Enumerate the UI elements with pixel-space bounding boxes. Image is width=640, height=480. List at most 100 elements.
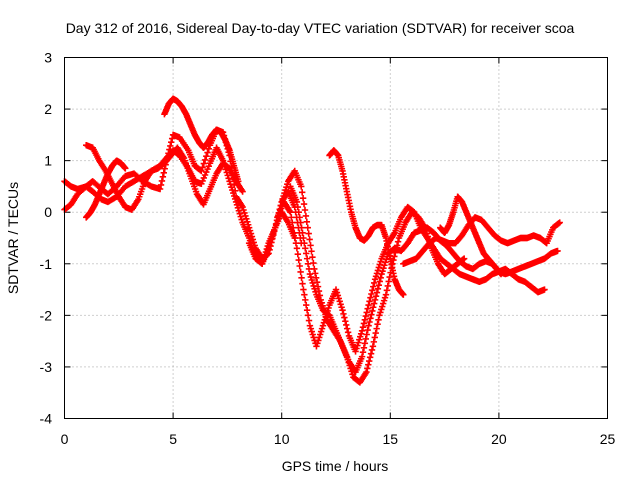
data-point bbox=[369, 287, 376, 294]
data-point bbox=[343, 325, 351, 332]
data-point bbox=[309, 279, 316, 287]
data-point bbox=[359, 323, 367, 331]
data-point bbox=[304, 224, 311, 231]
data-point bbox=[260, 254, 268, 262]
data-point bbox=[368, 311, 375, 318]
data-point bbox=[259, 257, 267, 265]
data-point bbox=[295, 256, 302, 264]
data-point bbox=[365, 322, 372, 329]
data-point bbox=[379, 267, 386, 275]
data-point bbox=[357, 330, 365, 337]
data-point bbox=[343, 321, 350, 329]
data-point bbox=[156, 185, 164, 193]
data-point bbox=[332, 286, 340, 293]
data-point bbox=[313, 343, 320, 350]
data-point bbox=[264, 242, 271, 250]
y-axis-label: SDTVAR / TECUs bbox=[5, 182, 21, 294]
data-point bbox=[360, 344, 368, 351]
data-point bbox=[377, 309, 384, 316]
data-point bbox=[308, 248, 315, 255]
x-tick-label: 20 bbox=[491, 431, 507, 447]
data-point bbox=[358, 327, 366, 335]
data-point bbox=[336, 298, 343, 305]
data-point bbox=[303, 218, 311, 225]
data-point bbox=[297, 219, 304, 226]
data-point bbox=[337, 301, 344, 308]
y-tick-label: 3 bbox=[44, 50, 52, 66]
data-point bbox=[306, 322, 314, 329]
data-point bbox=[203, 168, 210, 176]
y-tick-label: 2 bbox=[44, 101, 52, 117]
data-point bbox=[294, 251, 302, 258]
data-point bbox=[358, 353, 366, 360]
data-point bbox=[198, 167, 205, 175]
data-point bbox=[199, 177, 206, 185]
data-point bbox=[231, 195, 239, 203]
data-point bbox=[316, 334, 323, 341]
data-point bbox=[370, 338, 378, 346]
data-point bbox=[287, 209, 294, 216]
data-point bbox=[292, 239, 300, 247]
data-point bbox=[460, 255, 468, 262]
data-point bbox=[366, 318, 373, 326]
data-point bbox=[305, 265, 313, 273]
series-10 bbox=[437, 193, 505, 278]
data-point bbox=[168, 139, 175, 146]
data-point bbox=[497, 270, 505, 278]
data-point bbox=[365, 301, 372, 309]
data-point bbox=[157, 181, 165, 189]
data-point bbox=[377, 274, 384, 281]
data-point bbox=[230, 189, 237, 197]
data-point bbox=[295, 209, 302, 216]
data-point bbox=[308, 328, 315, 335]
data-point bbox=[316, 331, 324, 338]
data-point bbox=[373, 289, 381, 296]
data-point bbox=[293, 198, 301, 206]
data-point bbox=[304, 260, 312, 267]
data-point bbox=[205, 162, 212, 170]
series-8 bbox=[326, 147, 407, 298]
data-point bbox=[203, 153, 210, 160]
data-point bbox=[160, 169, 167, 176]
data-point bbox=[226, 178, 233, 185]
data-point bbox=[375, 316, 382, 323]
data-point bbox=[364, 365, 371, 372]
series-7 bbox=[287, 183, 561, 376]
data-point bbox=[303, 307, 311, 314]
data-point bbox=[371, 334, 378, 341]
data-point bbox=[340, 310, 347, 318]
data-point bbox=[341, 314, 348, 321]
series-4 bbox=[83, 157, 129, 221]
data-point bbox=[379, 300, 387, 307]
data-point bbox=[394, 238, 402, 245]
series-2 bbox=[83, 141, 246, 213]
data-point bbox=[335, 295, 342, 302]
data-point bbox=[541, 286, 548, 293]
data-point bbox=[370, 300, 378, 307]
data-point bbox=[228, 183, 235, 191]
data-point bbox=[311, 285, 318, 293]
data-point bbox=[289, 224, 297, 231]
data-point bbox=[364, 326, 371, 334]
data-point bbox=[307, 242, 314, 249]
data-point bbox=[314, 340, 321, 347]
data-point bbox=[235, 207, 243, 214]
data-point bbox=[371, 276, 379, 283]
x-tick-label: 10 bbox=[274, 431, 290, 447]
data-point bbox=[380, 265, 387, 272]
x-tick-label: 5 bbox=[169, 431, 177, 447]
data-point bbox=[352, 348, 359, 355]
data-point bbox=[239, 188, 246, 195]
data-point bbox=[288, 214, 295, 221]
data-point bbox=[354, 342, 361, 349]
data-point bbox=[364, 305, 371, 312]
series-3 bbox=[161, 95, 242, 185]
data-point bbox=[233, 201, 241, 209]
data-point bbox=[298, 224, 305, 231]
data-point bbox=[382, 259, 389, 266]
data-point bbox=[272, 220, 280, 228]
data-point bbox=[263, 245, 271, 253]
y-tick-label: -1 bbox=[40, 256, 53, 272]
data-point bbox=[299, 229, 306, 237]
data-point bbox=[366, 357, 373, 365]
